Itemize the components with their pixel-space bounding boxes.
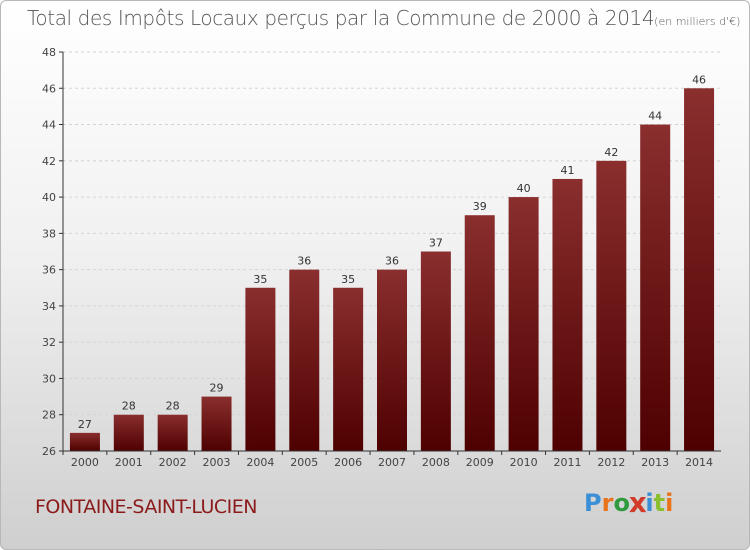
bar-2002: [157, 414, 188, 451]
title-unit: (en milliers d'€): [654, 15, 741, 28]
x-tick-label: 2001: [115, 456, 143, 469]
bar-2004: [245, 287, 276, 451]
x-tick-label: 2010: [510, 456, 538, 469]
logo-letter: o: [613, 489, 630, 517]
y-tick-label: 32: [42, 336, 56, 349]
bar-2001: [113, 414, 144, 451]
bar-value-label: 35: [253, 273, 267, 286]
y-tick-label: 48: [42, 46, 56, 59]
bar-value-label: 28: [166, 400, 180, 413]
bars: 27 28 28 29 35 36 35 36 37 39 40 41 42 44 46: [69, 73, 715, 452]
x-tick-label: 2006: [334, 456, 362, 469]
bar-value-label: 28: [122, 400, 136, 413]
logo-letter: r: [601, 489, 614, 517]
commune-name: FONTAINE-SAINT-LUCIEN: [35, 496, 257, 518]
y-tick-label: 38: [42, 227, 56, 240]
chart-title: Total des Impôts Locaux perçus par la Co…: [27, 6, 740, 30]
x-tick-label: 2002: [159, 456, 187, 469]
bar-value-label: 35: [341, 273, 355, 286]
y-tick-label: 40: [42, 191, 56, 204]
bar-2007: [377, 269, 407, 451]
x-tick-label: 2013: [641, 456, 669, 469]
y-tick-label: 30: [42, 372, 56, 385]
x-tick-label: 2004: [246, 456, 274, 469]
x-tick-label: 2008: [422, 456, 450, 469]
axes: 26 28 30 32 34 36 38 40 42 44 46 48 2000 2001 2002 2003…: [42, 46, 721, 469]
y-tick-label: 28: [42, 409, 56, 422]
bar-value-label: 46: [692, 73, 706, 86]
bar-2014: [684, 88, 715, 451]
logo-letter: i: [665, 489, 674, 517]
bar-value-label: 44: [648, 110, 662, 123]
title-text: Total des Impôts Locaux perçus par la Co…: [27, 6, 655, 30]
x-tick-label: 2005: [290, 456, 318, 469]
bar-value-label: 36: [297, 255, 311, 268]
bar-2009: [464, 215, 495, 451]
bar-value-label: 40: [517, 182, 531, 195]
bar-2011: [552, 178, 583, 452]
y-tick-label: 44: [42, 119, 56, 132]
x-tick-label: 2009: [466, 456, 494, 469]
logo-letter: x: [628, 486, 647, 520]
bar-value-label: 27: [78, 418, 92, 431]
bar-value-label: 41: [560, 164, 574, 177]
y-tick-label: 34: [42, 300, 56, 313]
proxiti-logo[interactable]: Proxiti: [584, 486, 674, 520]
bar-2008: [420, 251, 451, 451]
x-tick-label: 2014: [685, 456, 713, 469]
bar-2000: [69, 432, 100, 451]
bar-2005: [289, 269, 320, 451]
x-tick-label: 2003: [203, 456, 231, 469]
bar-2003: [201, 396, 232, 451]
x-tick-label: 2011: [553, 456, 581, 469]
bar-value-label: 42: [604, 146, 618, 159]
y-tick-label: 36: [42, 264, 56, 277]
x-tick-label: 2012: [597, 456, 625, 469]
bar-value-label: 36: [385, 255, 399, 268]
logo-letter: P: [584, 489, 602, 517]
bar-2013: [640, 124, 671, 451]
logo-letter: i: [645, 489, 654, 517]
bar-2010: [508, 197, 539, 451]
x-tick-label: 2007: [378, 456, 406, 469]
y-tick-label: 46: [42, 82, 56, 95]
bar-2012: [596, 160, 627, 451]
bar-value-label: 29: [210, 382, 224, 395]
x-tick-label: 2000: [71, 456, 99, 469]
bar-value-label: 37: [429, 237, 443, 250]
y-tick-label: 42: [42, 155, 56, 168]
y-tick-label: 26: [42, 445, 56, 458]
logo-letter: t: [653, 489, 666, 517]
bar-2006: [333, 287, 364, 451]
bar-value-label: 39: [473, 200, 487, 213]
